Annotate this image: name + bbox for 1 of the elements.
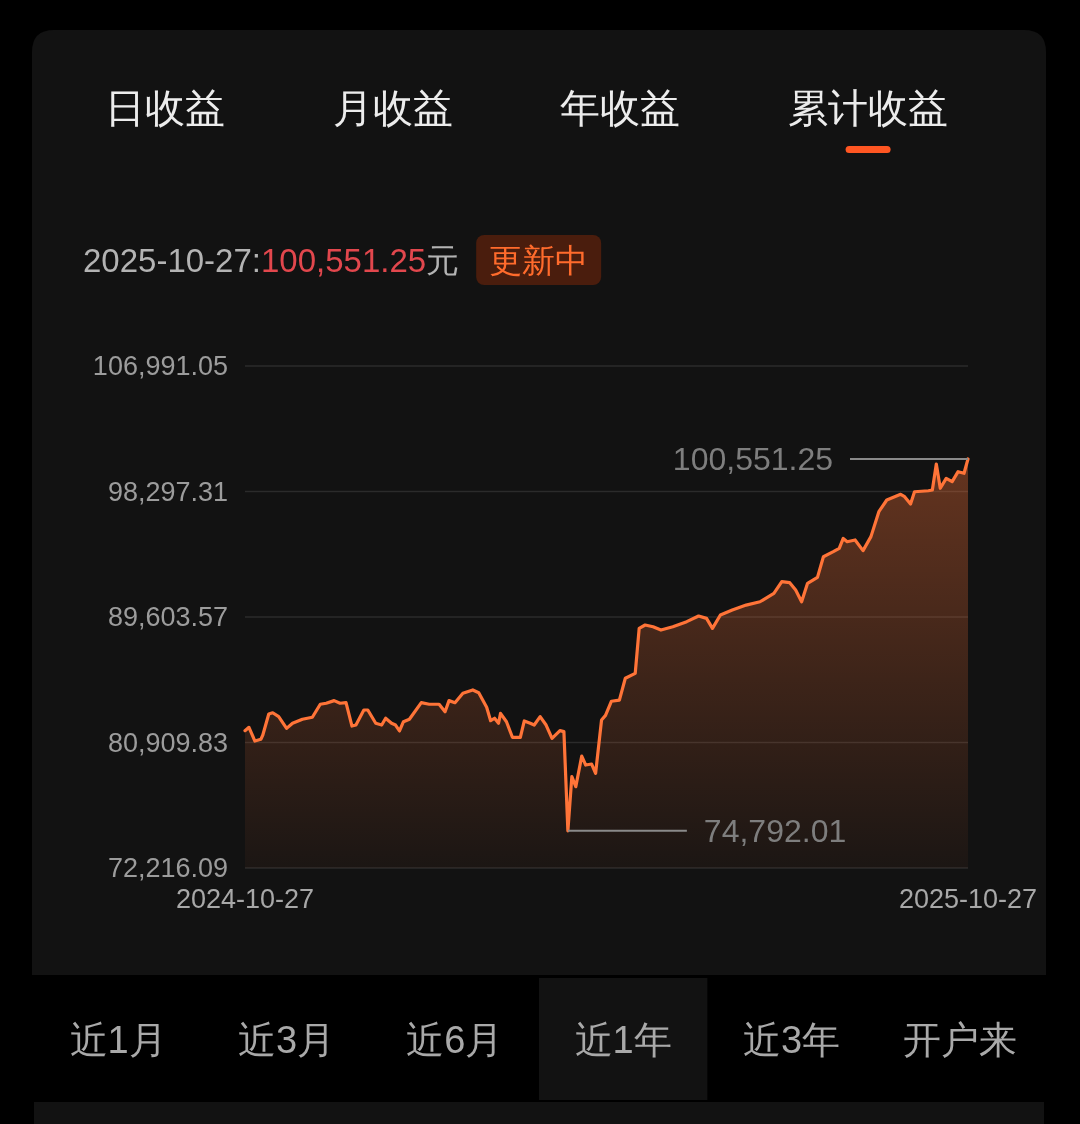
subtitle: 2025-10-27:100,551.25元 [83, 241, 460, 279]
